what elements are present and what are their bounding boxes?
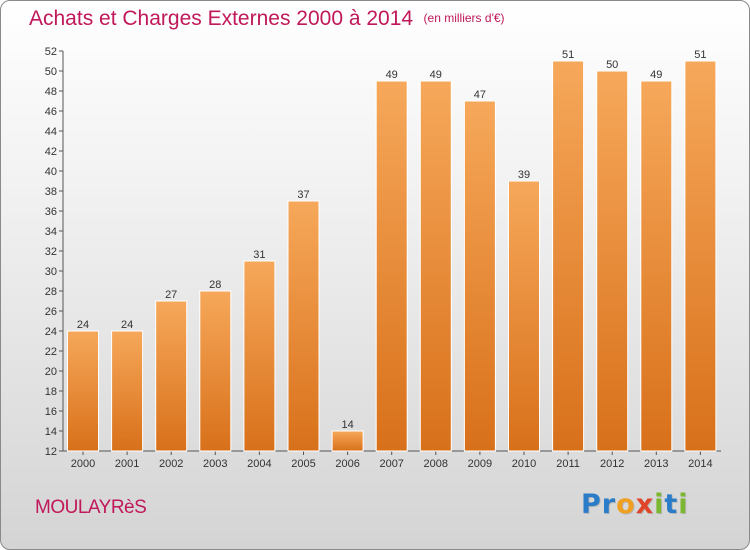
data-label: 39 — [518, 169, 530, 181]
brand-letter: x — [635, 489, 655, 520]
bar-2010 — [508, 180, 540, 452]
bar-2002 — [155, 300, 188, 452]
brand-letter: i — [678, 489, 689, 520]
x-tick-label: 2003 — [203, 458, 227, 470]
x-tick-label: 2009 — [468, 458, 492, 470]
data-label: 27 — [165, 289, 177, 301]
y-tick-label: 50 — [45, 66, 57, 78]
bars — [67, 60, 717, 452]
y-tick-label: 44 — [45, 126, 57, 138]
y-tick-label: 36 — [45, 206, 57, 218]
brand-letter: P — [581, 489, 602, 520]
x-tick-label: 2007 — [379, 458, 403, 470]
bar-2006 — [331, 430, 364, 452]
labels: 24 2000 24 2001 27 2002 28 2003 31 2004 37 2005 14 20… — [71, 49, 713, 470]
data-label: 51 — [694, 49, 706, 61]
bar-2011 — [552, 60, 585, 452]
bar-2009 — [463, 100, 496, 452]
chart-title: Achats et Charges Externes 2000 à 2014 — [29, 7, 414, 30]
y-tick-label: 48 — [45, 86, 57, 98]
x-tick-label: 2011 — [556, 458, 580, 470]
data-label: 28 — [209, 279, 221, 291]
data-label: 37 — [297, 189, 309, 201]
data-label: 50 — [606, 59, 618, 71]
data-label: 49 — [386, 69, 398, 81]
x-tick-label: 2006 — [335, 458, 359, 470]
bar-2012 — [596, 70, 629, 452]
data-label: 51 — [562, 49, 574, 61]
brand-letter: t — [664, 489, 679, 520]
y-tick-label: 26 — [45, 306, 57, 318]
data-label: 47 — [474, 89, 486, 101]
x-tick-label: 2012 — [600, 458, 624, 470]
bar-2001 — [111, 330, 144, 452]
y-tick-label: 20 — [45, 366, 57, 378]
y-tick-label: 12 — [45, 446, 57, 458]
x-tick-label: 2001 — [115, 458, 139, 470]
brand-letter: o — [616, 489, 636, 520]
x-tick-label: 2010 — [512, 458, 536, 470]
y-tick-label: 14 — [45, 426, 57, 438]
y-tick-label: 22 — [45, 346, 57, 358]
y-tick-label: 28 — [45, 286, 57, 298]
data-label: 31 — [253, 249, 265, 261]
bar-2014 — [684, 60, 717, 452]
x-tick-label: 2013 — [644, 458, 668, 470]
x-tick-label: 2014 — [688, 458, 712, 470]
brand-letter: i — [654, 489, 665, 520]
bar-2008 — [419, 80, 452, 452]
y-tick-label: 46 — [45, 106, 57, 118]
bar-2000 — [67, 330, 99, 452]
y-tick-label: 30 — [45, 266, 57, 278]
x-tick-label: 2000 — [71, 458, 95, 470]
x-tick-label: 2008 — [424, 458, 448, 470]
y-tick-label: 32 — [45, 246, 57, 258]
y-tick-label: 52 — [45, 46, 57, 58]
data-label: 49 — [650, 69, 662, 81]
x-tick-label: 2004 — [247, 458, 271, 470]
bar-2003 — [199, 290, 232, 452]
y-tick-label: 42 — [45, 146, 57, 158]
x-tick-label: 2005 — [291, 458, 315, 470]
bar-2005 — [287, 200, 320, 452]
y-tick-label: 16 — [45, 406, 57, 418]
y-tick-label: 34 — [45, 226, 57, 238]
brand-letter: r — [601, 489, 617, 520]
bar-2013 — [640, 80, 673, 452]
data-label: 14 — [341, 419, 353, 431]
chart-subtitle: (en milliers d'€) — [423, 11, 505, 25]
y-tick-label: 24 — [45, 326, 57, 338]
commune-name: MOULAYRèS — [35, 497, 147, 518]
x-tick-label: 2002 — [159, 458, 183, 470]
y-tick-label: 38 — [45, 186, 57, 198]
data-label: 24 — [121, 319, 133, 331]
bar-2004 — [243, 260, 276, 452]
proxiti-logo[interactable]: Proxiti — [581, 489, 689, 520]
title-row: Achats et Charges Externes 2000 à 2014 (… — [29, 7, 505, 31]
y-tick-label: 18 — [45, 386, 57, 398]
data-label: 49 — [430, 69, 442, 81]
y-tick-label: 40 — [45, 166, 57, 178]
data-label: 24 — [77, 319, 89, 331]
bar-2007 — [375, 80, 408, 452]
